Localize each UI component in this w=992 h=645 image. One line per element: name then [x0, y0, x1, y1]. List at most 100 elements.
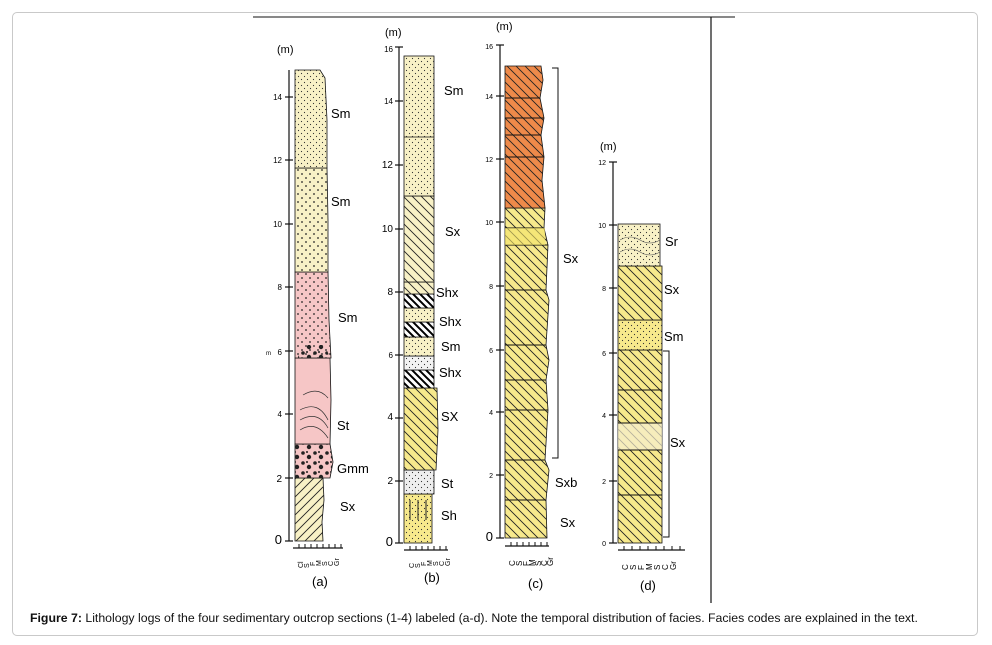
unit-label-b: (m) — [385, 27, 402, 39]
svg-text:S: S — [433, 561, 440, 566]
svg-text:C: C — [328, 561, 335, 566]
svg-text:Gr: Gr — [546, 557, 555, 566]
svg-text:F: F — [421, 562, 428, 566]
svg-text:M: M — [427, 560, 434, 566]
tick-a-8: 8 — [278, 283, 283, 292]
svg-text:C: C — [508, 560, 517, 566]
facies-d-4: Sr — [665, 234, 679, 249]
tick-a-12: 12 — [273, 156, 282, 165]
tick-a-extra: m — [266, 351, 271, 357]
svg-text:16: 16 — [485, 44, 493, 51]
svg-text:0: 0 — [386, 534, 393, 549]
tick-a-6: 6 — [278, 348, 283, 357]
tick-a-2: 2 — [276, 474, 282, 485]
svg-text:Gr: Gr — [445, 558, 452, 566]
svg-text:S: S — [415, 563, 422, 568]
svg-text:Cl: Cl — [298, 561, 305, 568]
svg-text:4: 4 — [387, 412, 393, 423]
svg-text:16: 16 — [384, 45, 393, 54]
svg-text:F: F — [522, 561, 531, 566]
figure-frame — [12, 12, 978, 636]
log-a: (m) 0 2 4 6 8 10 12 14 m — [266, 44, 369, 589]
svg-text:10: 10 — [485, 220, 493, 227]
facies-a-4: Sm — [338, 310, 358, 325]
svg-text:8: 8 — [387, 287, 393, 298]
facies-b-5: Sm — [441, 339, 461, 354]
facies-d-2: Sm — [664, 329, 684, 344]
svg-text:2: 2 — [387, 476, 393, 487]
svg-text:12: 12 — [382, 160, 394, 171]
facies-a-6: Sm — [331, 106, 351, 121]
svg-text:6: 6 — [489, 348, 493, 355]
svg-text:F: F — [637, 565, 646, 570]
figure-caption: Figure 7: Lithology logs of the four sed… — [30, 611, 970, 625]
svg-text:12: 12 — [598, 160, 606, 167]
facies-c-2: Sxb — [555, 475, 577, 490]
facies-b-6: Shx — [439, 314, 462, 329]
svg-text:M: M — [645, 563, 654, 570]
facies-b-3: SX — [441, 409, 459, 424]
svg-text:S: S — [534, 561, 543, 566]
facies-a-5: Sm — [331, 194, 351, 209]
svg-text:C: C — [439, 561, 446, 566]
facies-b-4: Shx — [439, 365, 462, 380]
svg-text:Gr: Gr — [334, 558, 341, 566]
facies-b-1: Sh — [441, 508, 457, 523]
svg-text:S: S — [515, 561, 524, 566]
svg-text:12: 12 — [485, 157, 493, 164]
svg-text:S: S — [304, 563, 311, 568]
svg-text:4: 4 — [602, 413, 606, 420]
svg-text:10: 10 — [382, 224, 394, 235]
log-b: (m) 0 2 4 6 8 10 12 14 16 — [382, 27, 464, 585]
unit-label-d: (m) — [600, 141, 617, 153]
panel-label-c: (c) — [528, 576, 543, 591]
svg-text:C: C — [621, 564, 630, 570]
svg-text:6: 6 — [602, 351, 606, 358]
svg-text:C: C — [661, 564, 670, 570]
unit-label-a: (m) — [277, 44, 294, 56]
svg-text:14: 14 — [485, 94, 493, 101]
tick-a-0: 0 — [275, 532, 282, 547]
svg-text:M: M — [316, 560, 323, 566]
tick-a-14: 14 — [273, 93, 282, 102]
svg-text:F: F — [310, 562, 317, 566]
caption-label: Figure 7: — [30, 611, 82, 625]
panel-label-d: (d) — [640, 578, 656, 593]
caption-text: Lithology logs of the four sedimentary o… — [81, 611, 918, 625]
svg-text:S: S — [322, 561, 329, 566]
svg-text:4: 4 — [489, 410, 493, 417]
svg-text:0: 0 — [486, 529, 493, 544]
facies-a-3: St — [337, 418, 350, 433]
svg-text:C: C — [540, 560, 549, 566]
facies-d-3: Sx — [664, 282, 680, 297]
panel-label-b: (b) — [424, 570, 440, 585]
unit-label-c: (m) — [496, 21, 513, 33]
facies-c-3: Sx — [563, 251, 579, 266]
svg-text:S: S — [653, 565, 662, 570]
facies-b-8: Sx — [445, 224, 461, 239]
facies-d-1: Sx — [670, 435, 686, 450]
facies-b-7: Shx — [436, 285, 459, 300]
svg-text:0: 0 — [602, 541, 606, 548]
svg-text:2: 2 — [489, 473, 493, 480]
svg-text:14: 14 — [384, 97, 393, 106]
facies-a-2: Gmm — [337, 461, 369, 476]
svg-text:2: 2 — [602, 479, 606, 486]
svg-text:C: C — [409, 563, 416, 568]
svg-text:6: 6 — [389, 351, 394, 360]
svg-text:S: S — [629, 565, 638, 570]
log-c: (m) 0 2 4 6 8 10 12 14 16 — [485, 21, 578, 591]
svg-text:Gr: Gr — [669, 561, 678, 570]
svg-text:8: 8 — [489, 284, 493, 291]
facies-b-2: St — [441, 476, 454, 491]
facies-a-1: Sx — [340, 499, 356, 514]
facies-c-1: Sx — [560, 515, 576, 530]
svg-text:8: 8 — [602, 286, 606, 293]
svg-text:M: M — [528, 559, 537, 566]
log-d: (m) 0 2 4 6 8 10 12 — [598, 141, 685, 593]
facies-b-9: Sm — [444, 83, 464, 98]
tick-a-4: 4 — [278, 410, 283, 419]
svg-text:10: 10 — [598, 223, 606, 230]
tick-a-10: 10 — [273, 220, 282, 229]
